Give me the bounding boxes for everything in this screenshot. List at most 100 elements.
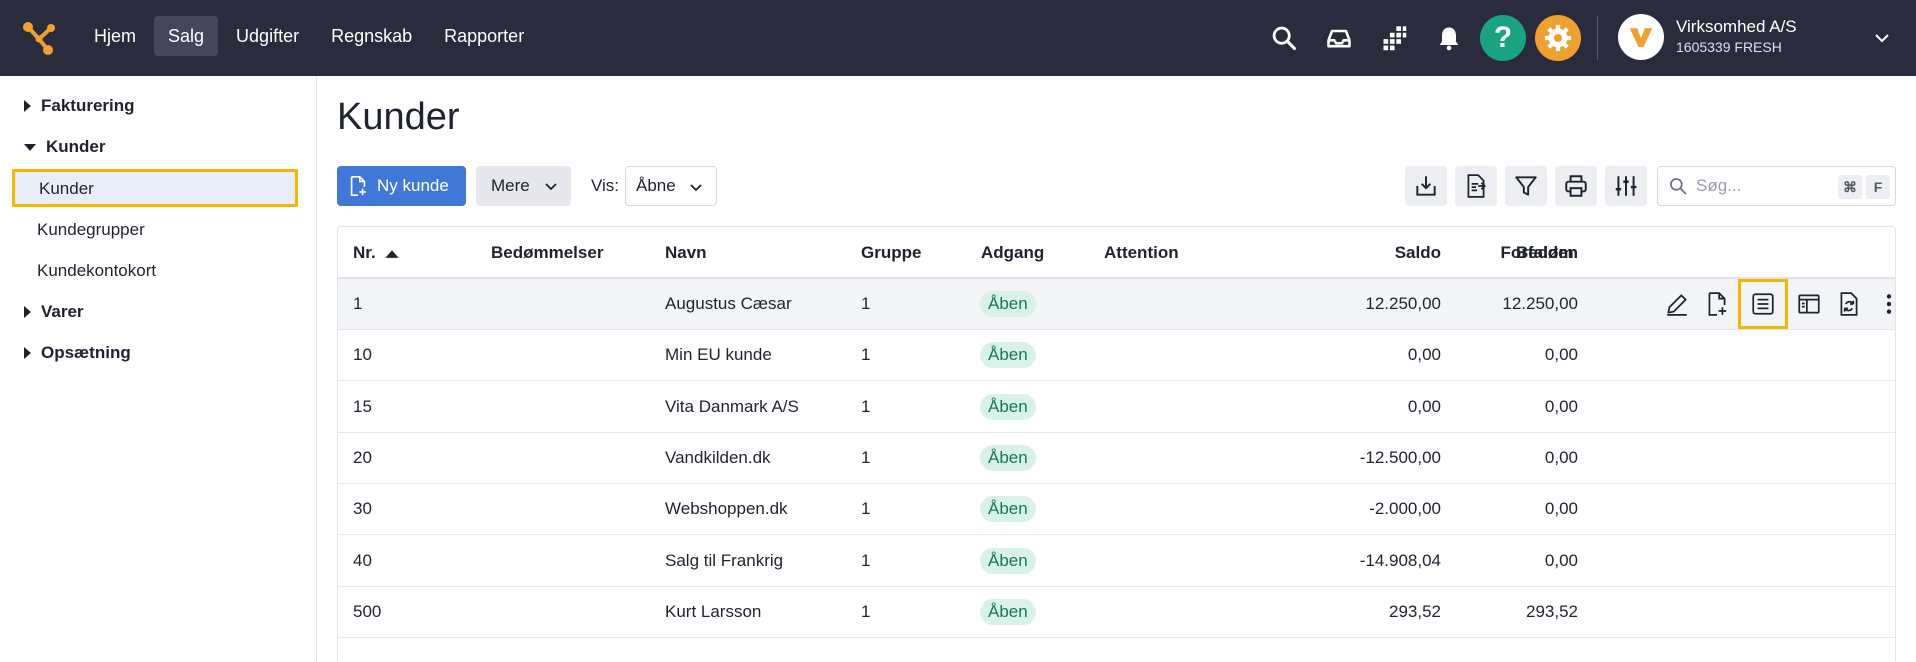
new-customer-label: Ny kunde (377, 176, 449, 195)
cell-navn: Vandkilden.dk (665, 447, 771, 467)
more-label: Mere (491, 176, 530, 195)
cell-gruppe: 1 (861, 601, 871, 621)
printer-icon (1565, 175, 1587, 197)
sidebar-group-label: Opsætning (41, 343, 131, 362)
table-row[interactable]: 40 Salg til Frankrig 1 Åben -14.908,04 0,00 (338, 536, 1895, 587)
col-bedoemmelser[interactable]: Bedømmelser (491, 243, 604, 262)
edit-icon[interactable] (1658, 287, 1696, 321)
status-badge: Åben (980, 393, 1036, 420)
search-box[interactable]: ⌘ F (1657, 166, 1896, 206)
search-input[interactable] (1696, 176, 1836, 196)
sidebar-group-opsaetning[interactable]: Opsætning (24, 343, 131, 363)
table-row[interactable]: 10 Min EU kunde 1 Åben 0,00 0,00 (338, 330, 1895, 382)
status-badge: Åben (980, 496, 1036, 523)
show-filter-select[interactable]: Åbne (625, 166, 717, 206)
cell-navn: Min EU kunde (665, 345, 772, 365)
help-icon[interactable]: ? (1480, 15, 1526, 61)
top-icons: ? (1260, 14, 1581, 62)
cell-gruppe: 1 (861, 396, 871, 416)
sidebar-group-kunder[interactable]: Kunder (24, 137, 106, 157)
new-document-icon[interactable] (1698, 287, 1736, 321)
cell-gruppe: 1 (861, 345, 871, 365)
shortcut-cmd-key: ⌘ (1838, 175, 1862, 199)
col-saldo[interactable]: Saldo (1394, 243, 1441, 262)
sidebar-item-kunder[interactable]: Kunder (12, 169, 298, 207)
sliders-icon (1615, 176, 1637, 196)
layout-icon[interactable] (1790, 287, 1828, 321)
status-badge: Åben (980, 547, 1036, 574)
table-row[interactable]: 30 Webshoppen.dk 1 Åben -2.000,00 0,00 (338, 484, 1895, 536)
cell-forfalden: 293,52 (1526, 601, 1578, 621)
account-info: Virksomhed A/S 1605339 FRESH (1676, 17, 1797, 57)
gear-icon[interactable] (1535, 15, 1581, 61)
more-vertical-icon[interactable] (1870, 287, 1895, 321)
cell-nr: 30 (353, 499, 372, 519)
customers-table: Nr. Bedømmelser Navn Gruppe Adgang Atten… (337, 226, 1896, 662)
export-button[interactable] (1455, 166, 1497, 206)
filter-button[interactable] (1505, 166, 1547, 206)
account-menu[interactable]: Virksomhed A/S 1605339 FRESH (1618, 14, 1797, 60)
caret-right-icon (24, 347, 31, 359)
statement-icon[interactable] (1738, 279, 1788, 329)
sidebar-group-varer[interactable]: Varer (24, 302, 84, 322)
search-icon (1670, 178, 1687, 195)
page-title: Kunder (337, 96, 460, 138)
sidebar-group-fakturering[interactable]: Fakturering (24, 96, 135, 116)
status-badge: Åben (980, 342, 1036, 369)
new-document-icon (350, 176, 366, 196)
col-bedoem[interactable]: Bedøm (1516, 243, 1574, 263)
caret-right-icon (24, 306, 31, 318)
cell-nr: 15 (353, 396, 372, 416)
cell-saldo: 0,00 (1407, 396, 1441, 416)
app-logo-icon[interactable] (20, 19, 58, 57)
cell-forfalden: 0,00 (1544, 447, 1578, 467)
convert-document-icon[interactable] (1830, 287, 1868, 321)
download-icon (1416, 176, 1436, 196)
col-gruppe[interactable]: Gruppe (861, 243, 922, 262)
download-button[interactable] (1405, 166, 1447, 206)
account-name: Virksomhed A/S (1676, 17, 1797, 36)
table-row[interactable]: 1 Augustus Cæsar 1 Åben 12.250,00 12.250,00 (338, 279, 1895, 330)
bell-icon[interactable] (1425, 14, 1473, 62)
cell-saldo: -14.908,04 (1359, 550, 1441, 570)
new-customer-button[interactable]: Ny kunde (337, 166, 466, 206)
main-nav: Hjem Salg Udgifter Regnskab Rapporter (80, 16, 538, 56)
col-bedoem-label: Bedøm (1516, 243, 1574, 262)
cell-saldo: 12.250,00 (1365, 294, 1441, 313)
sidebar-item-kundekontokort[interactable]: Kundekontokort (37, 261, 157, 280)
cell-navn: Vita Danmark A/S (665, 396, 799, 416)
cell-nr: 40 (353, 550, 372, 570)
col-nr-label: Nr. (353, 243, 376, 262)
table-row[interactable]: 15 Vita Danmark A/S 1 Åben 0,00 0,00 (338, 382, 1895, 433)
status-badge: Åben (980, 598, 1036, 625)
column-settings-button[interactable] (1605, 166, 1647, 206)
cell-forfalden: 12.250,00 (1502, 294, 1578, 313)
more-button[interactable]: Mere (476, 166, 571, 206)
nav-salg[interactable]: Salg (154, 16, 219, 56)
nav-hjem[interactable]: Hjem (94, 26, 137, 46)
status-badge: Åben (980, 444, 1036, 471)
col-navn[interactable]: Navn (665, 243, 707, 262)
cell-gruppe: 1 (861, 499, 871, 519)
col-attention[interactable]: Attention (1104, 243, 1179, 262)
search-icon[interactable] (1260, 14, 1308, 62)
table-header: Nr. Bedømmelser Navn Gruppe Adgang Atten… (338, 227, 1895, 279)
col-forfalden[interactable]: Forfalden (1500, 243, 1578, 262)
nav-regnskab[interactable]: Regnskab (331, 26, 413, 46)
sidebar: Fakturering Kunder Kunder Kundegrupper K… (0, 76, 317, 662)
col-adgang[interactable]: Adgang (981, 243, 1045, 262)
apps-grid-icon[interactable] (1370, 14, 1418, 62)
topbar-divider (1597, 16, 1598, 60)
print-button[interactable] (1555, 166, 1597, 206)
chevron-down-icon[interactable] (1870, 26, 1894, 50)
inbox-icon[interactable] (1315, 14, 1363, 62)
cell-navn: Augustus Cæsar (665, 294, 792, 313)
table-row[interactable]: 500 Kurt Larsson 1 Åben 293,52 293,52 (338, 587, 1895, 638)
cell-saldo: 0,00 (1407, 345, 1441, 365)
col-nr[interactable]: Nr. (353, 243, 400, 263)
table-row[interactable]: 20 Vandkilden.dk 1 Åben -12.500,00 0,00 (338, 433, 1895, 484)
sidebar-item-kundegrupper[interactable]: Kundegrupper (37, 220, 145, 239)
nav-rapporter[interactable]: Rapporter (444, 26, 525, 46)
nav-udgifter[interactable]: Udgifter (236, 26, 300, 46)
sidebar-group-label: Fakturering (41, 96, 135, 115)
